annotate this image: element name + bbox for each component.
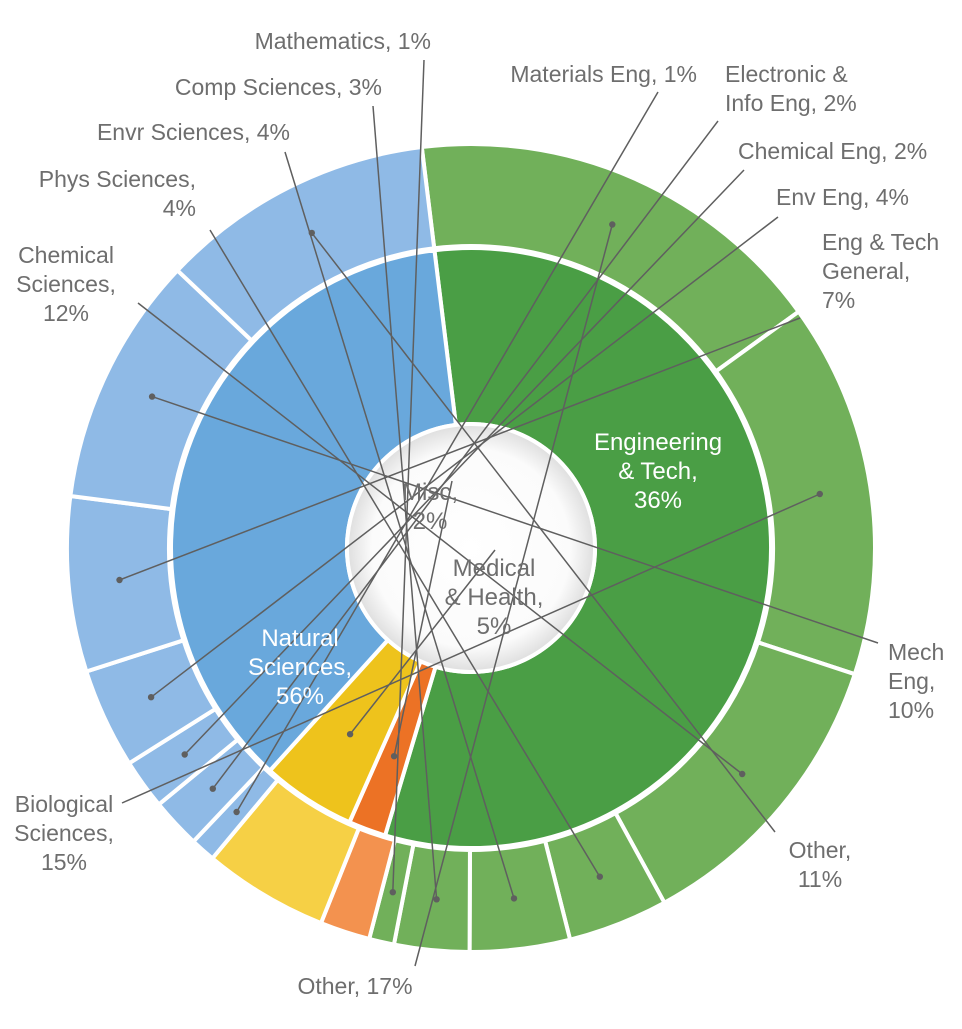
label-outer-natural-sciences-biological-sciences: Biological Sciences, 15%	[14, 791, 114, 875]
label-outer-natural-sciences-envr-sciences: Envr Sciences, 4%	[97, 119, 290, 145]
label-outer-engineering-and-tech-env-eng: Env Eng, 4%	[776, 184, 909, 210]
leader-outer-natural-sciences-biological-sciences	[121, 493, 821, 804]
label-outer-engineering-and-tech-other: Other, 11%	[789, 837, 852, 892]
leader-outer-natural-sciences-comp-sciences-dot	[433, 896, 440, 903]
label-outer-engineering-and-tech-materials-eng: Materials Eng, 1%	[510, 61, 697, 87]
label-outer-engineering-and-tech-chemical-eng: Chemical Eng, 2%	[738, 138, 927, 164]
leader-outer-natural-sciences-envr-sciences	[284, 151, 515, 899]
leader-outer-engineering-and-tech-eng-and-tech-general	[119, 317, 801, 581]
leader-outer-engineering-and-tech-eng-and-tech-general-dot	[116, 576, 123, 584]
leader-outer-engineering-and-tech-env-eng	[150, 216, 779, 698]
leader-outer-natural-sciences-mathematics	[392, 59, 425, 893]
label-outer-natural-sciences-other: Other, 17%	[297, 973, 412, 999]
label-outer-engineering-and-tech-eng-and-tech-general: Eng & Tech General, 7%	[822, 229, 939, 313]
leader-inner-misc	[393, 480, 453, 757]
label-outer-natural-sciences-phys-sciences: Phys Sciences, 4%	[39, 166, 196, 221]
leader-outer-engineering-and-tech-electronic-and-info-eng	[212, 120, 719, 790]
leader-outer-engineering-and-tech-mech-eng-dot	[148, 393, 156, 400]
leader-outer-natural-sciences-other-dot	[609, 221, 616, 228]
label-outer-engineering-and-tech-electronic-and-info-eng: Electronic & Info Eng, 2%	[725, 61, 857, 116]
leader-outer-engineering-and-tech-chemical-eng-dot	[181, 751, 188, 758]
leader-outer-natural-sciences-biological-sciences-dot	[816, 490, 823, 498]
label-outer-engineering-and-tech-mech-eng: Mech Eng, 10%	[888, 639, 944, 723]
outer-slice-engineering-and-tech-eng-and-tech-general-13	[65, 493, 186, 674]
center-hole	[345, 422, 597, 674]
leader-outer-engineering-and-tech-materials-eng	[235, 91, 659, 813]
label-outer-natural-sciences-chemical-sciences: Chemical Sciences, 12%	[16, 242, 116, 326]
leader-inner-medical-and-health-dot	[346, 731, 354, 738]
leader-lines	[116, 59, 879, 967]
leader-outer-natural-sciences-chemical-sciences	[137, 302, 743, 775]
leader-outer-natural-sciences-mathematics-dot	[389, 889, 396, 896]
label-inner-engineering-and-tech: Engineering & Tech, 36%	[594, 429, 722, 514]
leader-outer-engineering-and-tech-env-eng-dot	[147, 694, 155, 701]
label-inner-misc: Misc, 2%	[402, 479, 458, 535]
label-outer-natural-sciences-comp-sciences: Comp Sciences, 3%	[175, 74, 382, 100]
leader-outer-engineering-and-tech-other-dot	[308, 229, 315, 237]
label-inner-medical-and-health: Medical & Health, 5%	[445, 555, 544, 640]
leader-outer-natural-sciences-phys-sciences-dot	[596, 873, 603, 880]
leader-outer-engineering-and-tech-materials-eng-dot	[233, 808, 240, 816]
leader-outer-engineering-and-tech-mech-eng	[151, 395, 879, 644]
leader-inner-misc-dot	[390, 753, 398, 760]
label-outer-natural-sciences-mathematics: Mathematics, 1%	[255, 28, 431, 54]
leader-outer-engineering-and-tech-electronic-and-info-eng-dot	[209, 785, 216, 792]
leader-outer-engineering-and-tech-chemical-eng	[184, 169, 745, 756]
leader-outer-natural-sciences-envr-sciences-dot	[510, 895, 518, 902]
slice-labels: Natural Sciences, 56% Misc, 2% Medical & Healt…	[14, 28, 944, 999]
label-inner-natural-sciences: Natural Sciences, 56%	[248, 625, 352, 710]
leader-outer-engineering-and-tech-other	[311, 232, 776, 833]
leader-inner-medical-and-health	[349, 549, 496, 735]
inner-ring	[169, 246, 773, 851]
leader-outer-natural-sciences-chemical-sciences-dot	[739, 770, 746, 778]
